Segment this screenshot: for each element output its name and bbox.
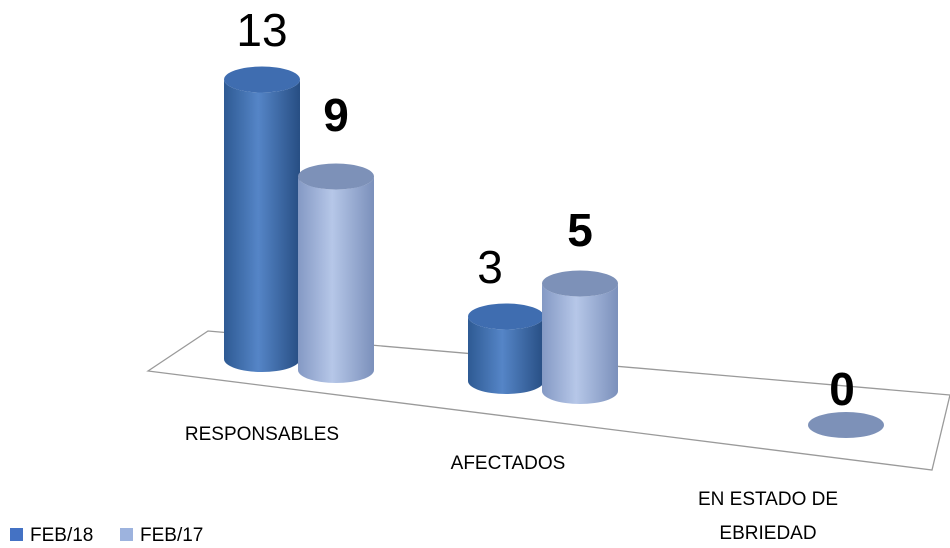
legend-swatch-feb18 xyxy=(10,528,23,541)
bar-feb17-responsables xyxy=(298,176,374,383)
data-label-feb17-afectados: 5 xyxy=(567,204,593,256)
legend-label-feb17: FEB/17 xyxy=(140,525,203,546)
legend-swatch-feb17 xyxy=(120,528,133,541)
data-label-feb18-afectados: 3 xyxy=(477,241,503,293)
bar-feb18-afectados xyxy=(468,316,544,394)
category-label-afectados: AFECTADOS xyxy=(451,453,566,474)
data-label-feb18-responsables: 13 xyxy=(236,4,287,56)
category-label-ebriedad-line1: EN ESTADO DE xyxy=(698,489,838,510)
bars-group xyxy=(224,66,884,438)
bar-feb18-responsables-top xyxy=(224,66,300,93)
bar-feb17-responsables-top xyxy=(298,163,374,190)
data-labels-group: 13 9 3 5 0 xyxy=(236,4,854,415)
data-label-feb17-responsables: 9 xyxy=(323,89,349,141)
legend-label-feb18: FEB/18 xyxy=(30,525,93,546)
category-label-responsables: RESPONSABLES xyxy=(185,424,339,445)
bar-feb18-responsables xyxy=(224,79,300,372)
legend: FEB/18 FEB/17 xyxy=(10,525,203,546)
bar-feb17-afectados-top xyxy=(542,270,618,297)
category-label-ebriedad-line2: EBRIEDAD xyxy=(719,523,816,544)
category-labels-group: RESPONSABLES AFECTADOS EN ESTADO DE EBRI… xyxy=(185,424,838,544)
bar-feb17-ebriedad-top xyxy=(808,412,884,438)
bar-feb18-afectados-top xyxy=(468,303,544,330)
bar-feb17-afectados xyxy=(542,283,618,404)
data-label-feb17-ebriedad: 0 xyxy=(829,363,855,415)
